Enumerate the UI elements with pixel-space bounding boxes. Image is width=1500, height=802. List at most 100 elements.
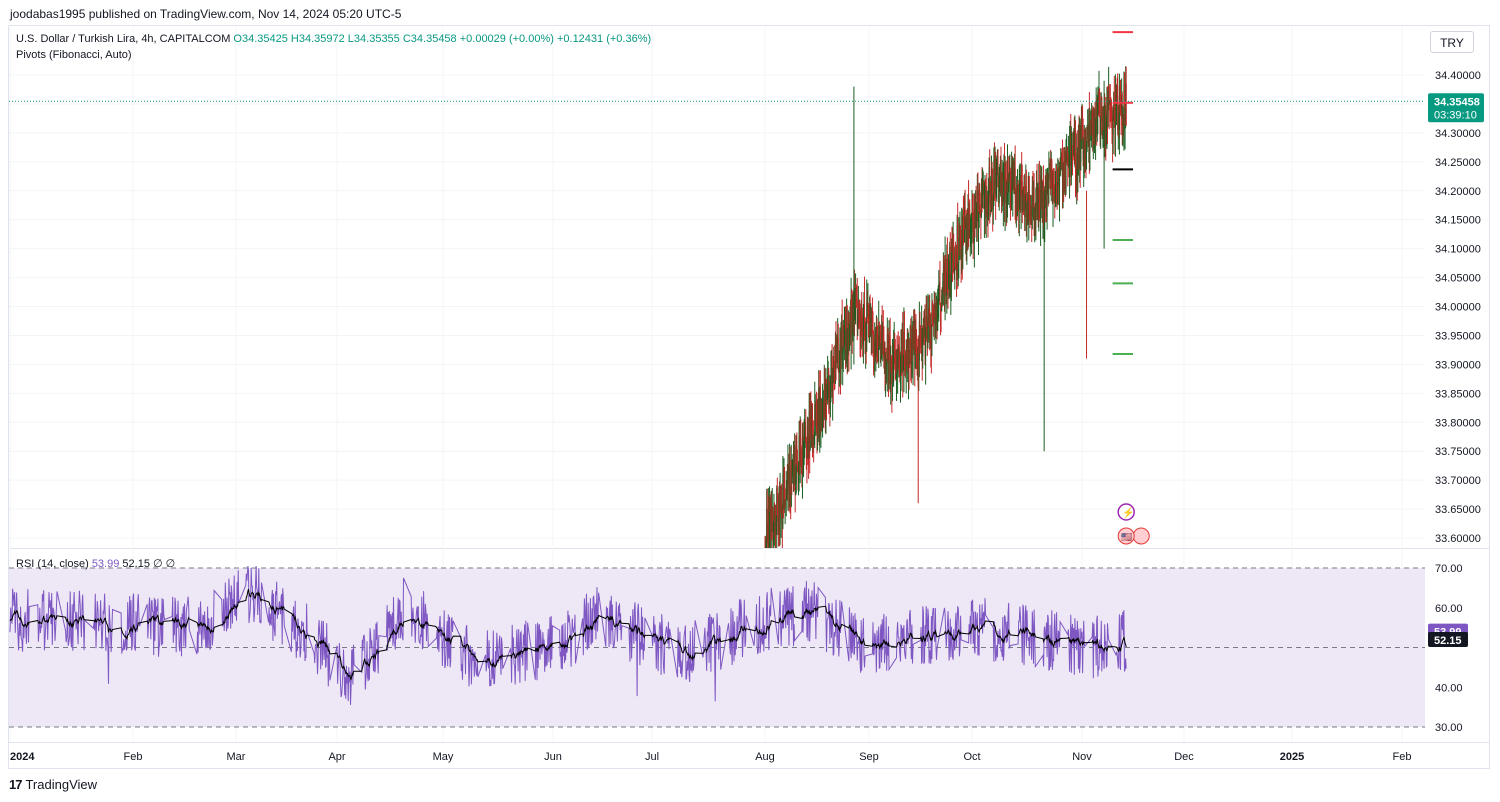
candle-body bbox=[898, 346, 900, 373]
candle-body bbox=[1091, 113, 1093, 127]
candle-body bbox=[847, 348, 849, 352]
price-tick-label: 33.85000 bbox=[1435, 388, 1481, 400]
candle-body bbox=[1004, 173, 1006, 204]
candle-body bbox=[977, 190, 979, 232]
candle-body bbox=[862, 330, 864, 344]
candle-body bbox=[1105, 122, 1107, 133]
time-tick-label: Apr bbox=[328, 751, 345, 763]
candle-body bbox=[782, 474, 784, 525]
candle-body bbox=[1022, 200, 1024, 212]
candle-body bbox=[1101, 130, 1103, 136]
candle-body bbox=[837, 337, 839, 344]
candle-body bbox=[875, 340, 877, 357]
time-tick-label: Nov bbox=[1072, 751, 1092, 763]
rsi-tick-label: 60.00 bbox=[1435, 603, 1463, 615]
candle-body bbox=[789, 459, 791, 494]
candle-body bbox=[1076, 153, 1078, 178]
candle-body bbox=[1079, 133, 1081, 163]
candle-body bbox=[869, 313, 871, 322]
tradingview-brand[interactable]: 17 TradingView bbox=[9, 777, 97, 792]
candle-body bbox=[1101, 98, 1103, 131]
rsi-value: 53.99 bbox=[91, 558, 120, 570]
candle-body bbox=[909, 326, 911, 364]
candle-body bbox=[808, 410, 810, 456]
candle-body bbox=[994, 168, 996, 187]
candle-body bbox=[870, 313, 872, 322]
candle-body bbox=[1030, 207, 1032, 215]
symbol-title[interactable]: U.S. Dollar / Turkish Lira, 4h, CAPITALC… bbox=[16, 33, 231, 45]
candle-body bbox=[946, 258, 948, 271]
candle-body bbox=[1087, 128, 1089, 138]
candle-body bbox=[910, 363, 912, 375]
candle-body bbox=[1074, 130, 1076, 145]
lightning-event-icon bbox=[1117, 503, 1135, 521]
candle-body bbox=[1007, 164, 1009, 192]
candle-body bbox=[814, 404, 816, 437]
currency-button[interactable]: TRY bbox=[1430, 31, 1474, 53]
indicator-label[interactable]: Pivots (Fibonacci, Auto) bbox=[16, 49, 132, 61]
candle-body bbox=[1067, 154, 1069, 162]
candle-body bbox=[790, 467, 792, 506]
candle-body bbox=[940, 310, 942, 312]
candle-body bbox=[1103, 112, 1105, 129]
rsi-line bbox=[9, 565, 1127, 705]
candle-body bbox=[1063, 162, 1065, 184]
candle-body bbox=[814, 404, 816, 423]
candle-body bbox=[1043, 182, 1045, 207]
candle-body bbox=[1020, 173, 1022, 205]
candle-body bbox=[950, 284, 952, 293]
candle-body bbox=[1094, 117, 1096, 136]
candle-body bbox=[1076, 153, 1078, 175]
candle-body bbox=[805, 425, 807, 444]
candle-body bbox=[779, 488, 781, 521]
candle-body bbox=[1121, 94, 1123, 126]
candle-body bbox=[1011, 163, 1013, 205]
candle-body bbox=[866, 302, 868, 343]
candle-body bbox=[1107, 90, 1109, 119]
candle-body bbox=[957, 262, 959, 268]
candle-body bbox=[784, 479, 786, 506]
candle-body bbox=[1015, 191, 1017, 214]
candle-body bbox=[986, 194, 988, 201]
candle-body bbox=[1117, 95, 1119, 130]
candle-body bbox=[982, 181, 984, 183]
candle-body bbox=[875, 326, 877, 341]
candle-body bbox=[867, 305, 869, 325]
candle-body bbox=[1038, 181, 1040, 204]
candle-body bbox=[936, 302, 938, 331]
candle-body bbox=[767, 508, 769, 548]
candle-body bbox=[956, 225, 958, 274]
publisher-line: joodabas1995 published on TradingView.co… bbox=[10, 7, 402, 21]
candle-body bbox=[1078, 126, 1080, 163]
candle-body bbox=[861, 309, 863, 322]
candle-body bbox=[980, 214, 982, 216]
candle-body bbox=[768, 508, 770, 547]
candle-body bbox=[921, 327, 923, 357]
candle-body bbox=[823, 387, 825, 414]
candle-body bbox=[772, 510, 774, 543]
candle-body bbox=[922, 325, 924, 329]
candle-body bbox=[1027, 197, 1029, 222]
candle-body bbox=[974, 213, 976, 216]
candle-body bbox=[900, 347, 902, 372]
candle-body bbox=[1108, 86, 1110, 105]
candle-body bbox=[772, 539, 774, 543]
candle-body bbox=[1068, 154, 1070, 177]
candle-body bbox=[996, 159, 998, 168]
rsi-name[interactable]: RSI (14, close) bbox=[16, 558, 89, 570]
candle-body bbox=[914, 321, 916, 369]
candle-body bbox=[925, 336, 927, 358]
candle-body bbox=[1053, 176, 1055, 191]
candle-body bbox=[787, 466, 789, 495]
candle-body bbox=[891, 367, 893, 385]
flag-event-glyph: 🇺🇸 bbox=[1121, 532, 1132, 542]
candle-body bbox=[981, 180, 983, 198]
candle-body bbox=[835, 339, 837, 352]
candle-body bbox=[1120, 108, 1122, 110]
candle-body bbox=[1021, 181, 1023, 212]
candle-body bbox=[1072, 147, 1074, 155]
candle-body bbox=[987, 194, 989, 216]
candle-body bbox=[1060, 153, 1062, 158]
candle-body bbox=[779, 497, 781, 521]
